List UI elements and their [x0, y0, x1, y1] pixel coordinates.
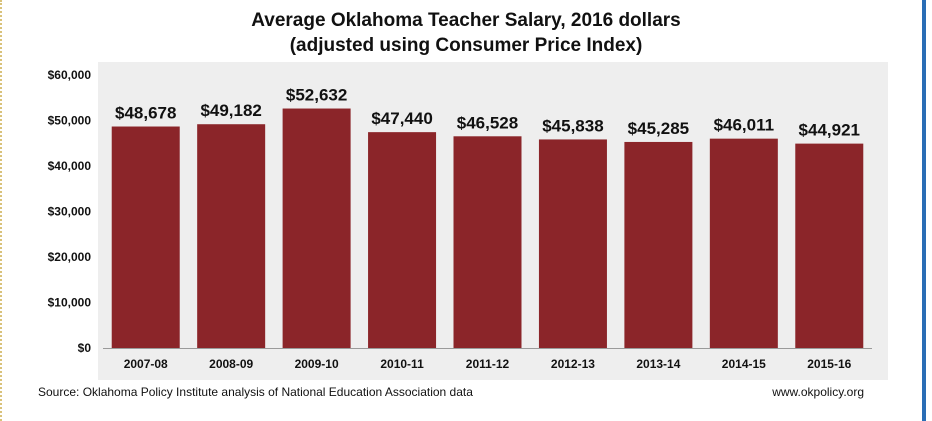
y-tick-label: $40,000: [48, 159, 92, 173]
bar-value-label: $48,678: [115, 104, 176, 123]
y-axis: $0 $10,000 $20,000 $30,000 $40,000 $50,000 $60…: [48, 68, 92, 355]
y-tick-label: $0: [78, 341, 92, 355]
bar: [453, 136, 522, 348]
bar-value-label: $52,632: [286, 86, 347, 105]
y-tick-label: $30,000: [48, 205, 92, 219]
x-tick-label: 2008-09: [209, 357, 253, 371]
bars-group: [111, 108, 864, 349]
chart-subtitle: (adjusted using Consumer Price Index): [289, 35, 643, 56]
left-border-decoration: [0, 0, 2, 421]
y-tick-label: $60,000: [48, 68, 92, 82]
bar: [282, 108, 351, 348]
bar-value-label: $46,011: [714, 116, 775, 135]
x-tick-label: 2012-13: [551, 357, 595, 371]
chart-title: Average Oklahoma Teacher Salary, 2016 do…: [251, 10, 681, 31]
x-tick-label: 2015-16: [807, 357, 851, 371]
bar-value-label: $45,838: [542, 116, 603, 135]
bar-value-label: $49,182: [200, 101, 261, 120]
y-tick-label: $10,000: [48, 296, 92, 310]
bar: [368, 132, 437, 348]
bar-value-label: $46,528: [457, 113, 518, 132]
source-url: www.okpolicy.org: [772, 385, 864, 399]
x-tick-label: 2010-11: [380, 357, 424, 371]
bar: [111, 126, 180, 348]
source-note: Source: Oklahoma Policy Institute analys…: [38, 385, 473, 399]
x-tick-label: 2014-15: [722, 357, 766, 371]
y-tick-label: $20,000: [48, 250, 92, 264]
bar-value-label: $44,921: [799, 121, 860, 140]
right-border-decoration: [922, 0, 926, 421]
bar: [624, 141, 693, 348]
bar-value-label: $45,285: [628, 119, 689, 138]
bar: [197, 124, 266, 349]
bar: [709, 138, 778, 348]
y-tick-label: $50,000: [48, 114, 92, 128]
value-labels-group: $48,678 $49,182 $52,632 $47,440 $46,528 $45,8…: [115, 86, 860, 140]
x-tick-label: 2007-08: [124, 357, 168, 371]
x-tick-label: 2013-14: [636, 357, 680, 371]
x-tick-label: 2009-10: [295, 357, 339, 371]
bar-value-label: $47,440: [371, 109, 432, 128]
x-axis: 2007-08 2008-09 2009-10 2010-11 2011-12 2012-…: [103, 348, 872, 371]
bar: [795, 143, 864, 348]
bar: [538, 139, 607, 348]
x-tick-label: 2011-12: [466, 357, 510, 371]
